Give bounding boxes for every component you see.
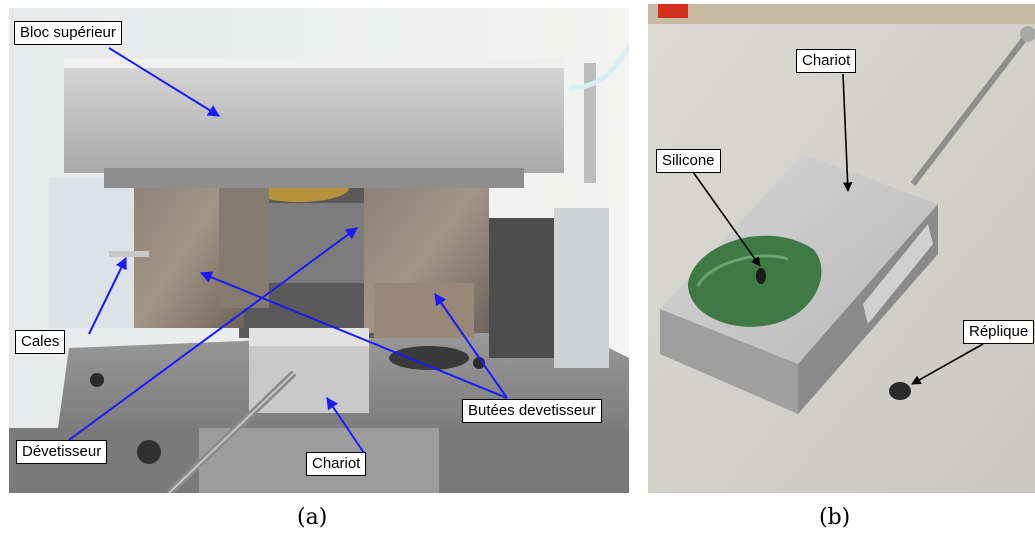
annotation-arrows-b — [692, 73, 984, 385]
arrow-replique — [911, 343, 984, 385]
arrow-butees-right — [434, 293, 508, 399]
label-butees-devetisseur: Butées devetisseur — [462, 399, 602, 423]
arrow-silicone — [692, 171, 761, 267]
label-bloc-superieur: Bloc supérieur — [14, 21, 122, 45]
label-replique: Réplique — [963, 320, 1035, 344]
annotation-arrows-a — [68, 47, 508, 454]
caption-b: (b) — [819, 505, 851, 530]
photo-panel-a: Bloc supérieur Cales Dévetisseur Chariot… — [9, 8, 629, 493]
label-chariot-a: Chariot — [306, 452, 367, 476]
arrow-chariot-b — [842, 73, 853, 192]
arrow-devetisseur — [68, 227, 358, 441]
photo-panel-b: Chariot Silicone Réplique — [648, 4, 1035, 493]
photo-a-machine — [9, 8, 629, 493]
caption-a: (a) — [297, 505, 328, 530]
label-devetisseur: Dévetisseur — [16, 440, 108, 464]
label-chariot-b: Chariot — [796, 49, 857, 73]
label-cales: Cales — [15, 330, 66, 354]
photo-b-chariot — [648, 4, 1035, 493]
arrow-bloc-superieur — [108, 47, 221, 117]
label-silicone: Silicone — [656, 149, 721, 173]
arrow-butees-left — [199, 271, 508, 399]
arrow-chariot-a — [326, 397, 365, 454]
arrow-cales — [88, 256, 127, 335]
